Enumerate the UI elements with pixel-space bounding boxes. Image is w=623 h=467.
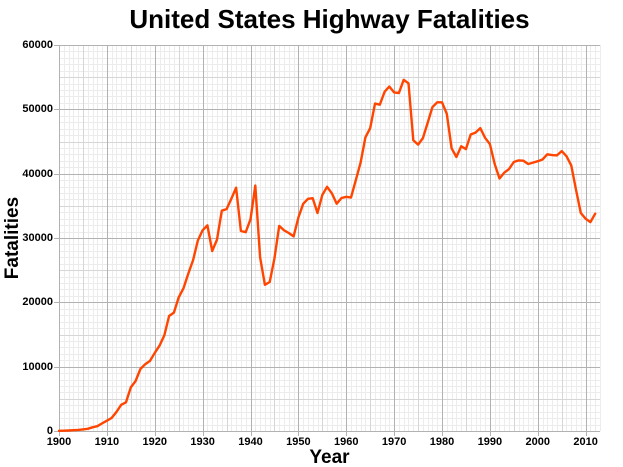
- x-tick-label: 1980: [429, 436, 455, 448]
- x-tick-label: 1950: [286, 436, 311, 448]
- x-tick-label: 2000: [525, 436, 550, 448]
- x-tick-label: 2010: [573, 436, 598, 448]
- axis-tick-marks: [54, 45, 587, 436]
- fatalities-data-line: [57, 78, 597, 432]
- y-tick-label: 30000: [22, 232, 53, 244]
- chart-title: United States Highway Fatalities: [129, 4, 530, 34]
- x-tick-label: 1920: [142, 436, 167, 448]
- y-tick-label: 40000: [22, 167, 53, 180]
- y-tick-label: 20000: [22, 296, 53, 309]
- y-tick-label: 0: [46, 425, 53, 437]
- x-tick-label: 1960: [334, 436, 359, 448]
- grid-major: [59, 45, 600, 432]
- y-tick-label: 10000: [22, 360, 53, 373]
- x-tick-label: 1910: [94, 436, 120, 448]
- x-tick-label: 1990: [477, 436, 503, 448]
- x-tick-label: 1900: [46, 436, 72, 448]
- x-axis-title: Year: [309, 447, 350, 467]
- y-tick-label: 50000: [22, 103, 53, 116]
- x-tick-label: 1970: [381, 436, 407, 448]
- y-tick-label: 60000: [22, 39, 53, 51]
- x-tick-label: 1940: [238, 436, 263, 448]
- x-tick-label: 1930: [190, 436, 215, 448]
